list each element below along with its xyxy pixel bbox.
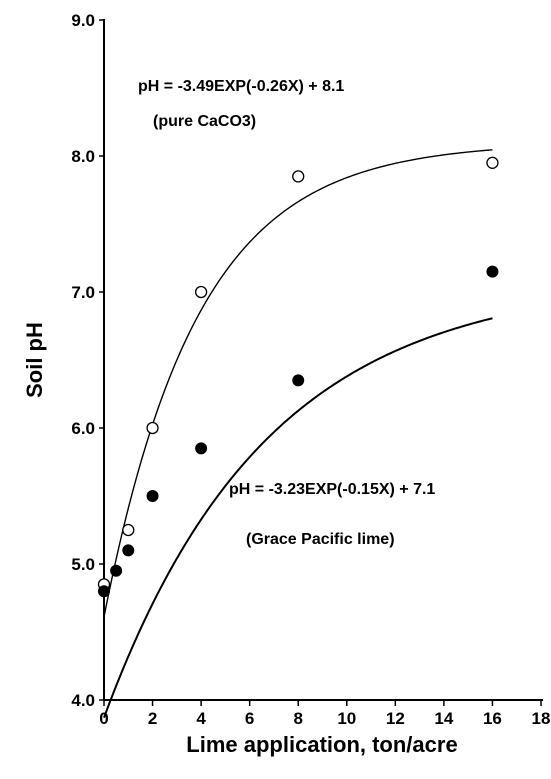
open-circle-point: [122, 523, 135, 537]
filled-circle-point: [486, 265, 499, 278]
y-axis-title: Soil pH: [22, 322, 47, 398]
filled-circle-point: [195, 442, 208, 455]
y-tick-label: 5.0: [71, 555, 95, 574]
y-tick-label: 9.0: [71, 11, 95, 30]
x-tick-label: 8: [293, 709, 302, 728]
x-tick-label: 2: [148, 709, 157, 728]
filled-circle-point: [292, 374, 305, 387]
open-circle-point: [486, 156, 499, 169]
x-tick-label: 14: [434, 709, 453, 728]
y-tick-label: 8.0: [71, 147, 95, 166]
fit-curve-pure-caco3: [103, 149, 493, 618]
filled-circle-point: [98, 585, 110, 598]
y-tick-label: 4.0: [71, 691, 95, 710]
ticks: 0 2 4 6 8 10 12 14 16 18 4.0 5.0 6.0 7.0 8.0 9.0: [71, 11, 550, 728]
filled-circle-point: [110, 564, 123, 577]
fit-curves: [103, 149, 493, 719]
x-tick-label: 10: [337, 709, 356, 728]
filled-circle-point: [146, 490, 159, 502]
open-circle-point: [292, 170, 305, 183]
x-tick-label: 16: [483, 709, 502, 728]
y-tick-label: 6.0: [71, 419, 95, 438]
x-axis-title: Lime application, ton/acre: [186, 732, 457, 757]
x-tick-label: 0: [99, 709, 108, 728]
annotation-grace-lime-equation: pH = -3.23EXP(-0.15X) + 7.1: [229, 481, 435, 498]
y-tick-label: 7.0: [71, 283, 95, 302]
fit-curve-grace-lime: [103, 317, 493, 719]
x-tick-label: 18: [532, 709, 551, 728]
x-tick-label: 4: [196, 709, 206, 728]
annotation-grace-lime-label: (Grace Pacific lime): [246, 531, 395, 548]
x-tick-label: 12: [386, 709, 405, 728]
open-circle-point: [194, 285, 208, 299]
x-tick-label: 6: [245, 709, 254, 728]
data-points: [97, 156, 499, 598]
annotation-pure-caco3-label: (pure CaCO3): [153, 113, 256, 130]
filled-circle-point: [122, 544, 135, 557]
open-circle-point: [146, 421, 159, 435]
annotation-pure-caco3-equation: pH = -3.49EXP(-0.26X) + 8.1: [138, 78, 344, 95]
